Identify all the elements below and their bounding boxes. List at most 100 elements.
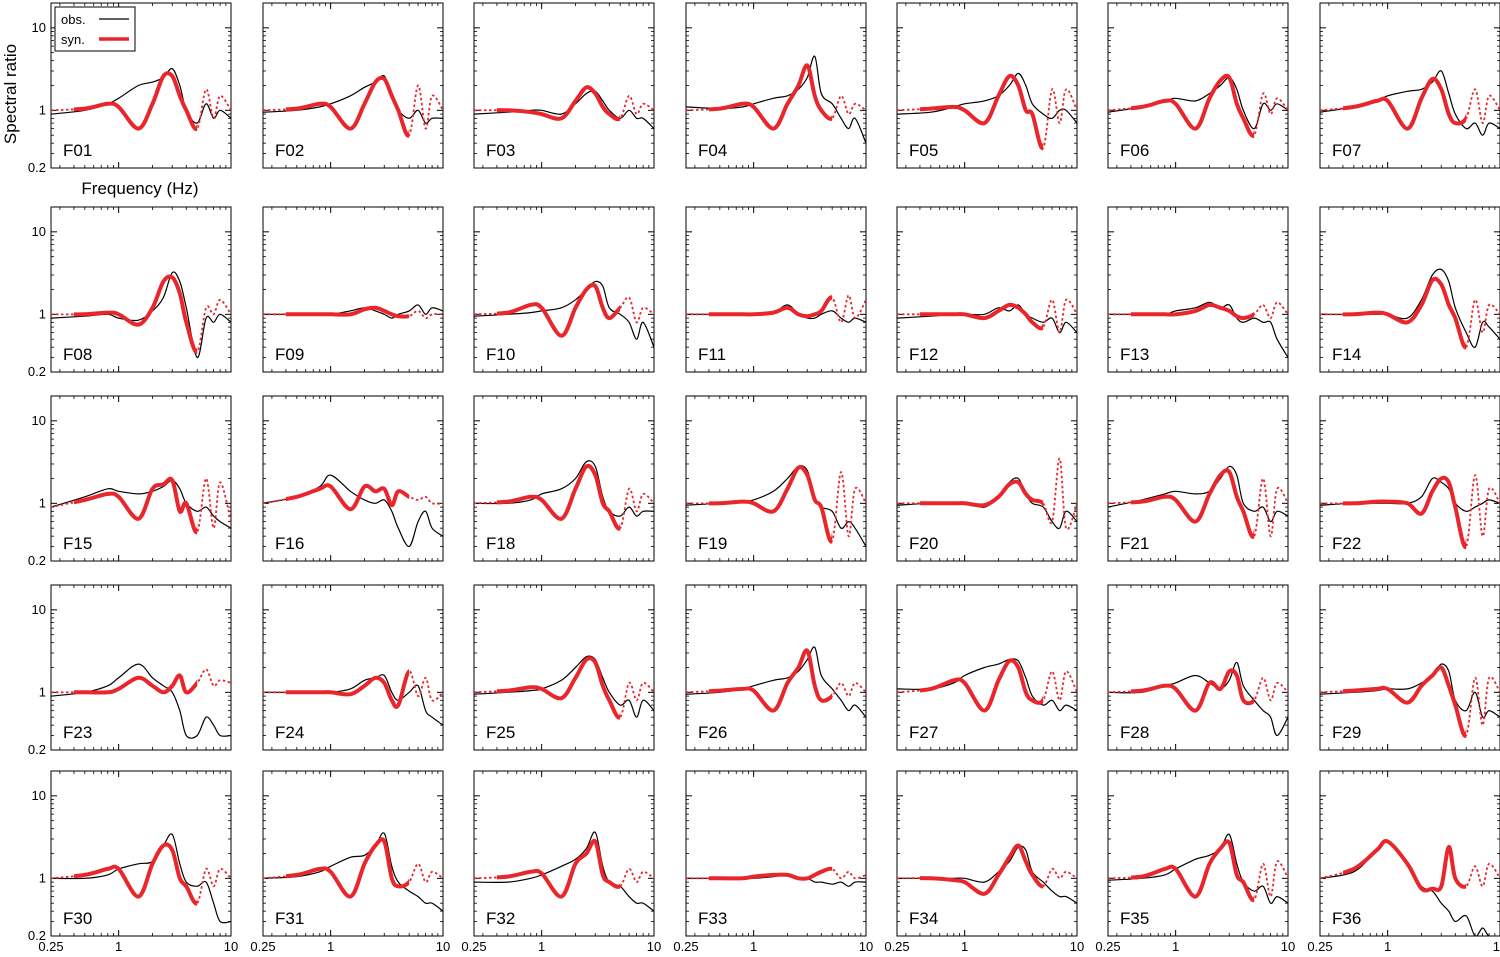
obs-series-line	[1108, 833, 1288, 905]
panel-label: F07	[1332, 141, 1361, 160]
syn-series-line	[1130, 302, 1255, 321]
syn-series-line	[708, 295, 833, 319]
syn-series-line	[285, 75, 410, 138]
syn-series-line	[708, 465, 833, 544]
obs-series-line	[51, 663, 231, 739]
x-tick-label: 0.25	[1095, 939, 1120, 954]
syn-series-line	[73, 476, 198, 535]
y-tick-label: 0.2	[28, 742, 46, 757]
panel-f16: F16	[262, 395, 444, 562]
syn-solid-group	[73, 274, 198, 354]
panel-label: F28	[1120, 723, 1149, 742]
panel-label: F23	[63, 723, 92, 742]
panel-f33: 0.25 1 10 F33	[673, 770, 873, 954]
syn-solid-group	[1342, 838, 1467, 893]
x-tick-label: 10	[1281, 939, 1295, 954]
syn-solid-group	[285, 305, 410, 319]
panel-label: F34	[909, 909, 938, 928]
syn-solid-group	[73, 673, 198, 695]
syn-solid-group	[73, 842, 198, 906]
syn-series-line	[1342, 276, 1467, 350]
x-tick-label: 0.25	[884, 939, 909, 954]
panel-label: F04	[698, 141, 727, 160]
panel-frame	[473, 2, 655, 169]
x-tick-label: 1	[961, 939, 968, 954]
panel-frame	[685, 770, 867, 937]
panel-f03: F03	[473, 2, 655, 169]
y-tick-label: 0.2	[28, 160, 46, 175]
panel-frame	[262, 770, 444, 937]
syn-series-line	[708, 866, 833, 881]
y-tick-label: 10	[32, 788, 46, 803]
x-tick-label: 0.25	[1307, 939, 1332, 954]
panel-f21: F21	[1107, 395, 1289, 562]
y-tick-label: 1	[39, 102, 46, 117]
syn-solid-group	[285, 837, 410, 899]
syn-series-line	[1130, 839, 1255, 903]
panel-frame	[1319, 770, 1500, 937]
panel-frame	[1107, 584, 1289, 751]
panel-f24: F24	[262, 584, 444, 751]
x-tick-label: 0.25	[673, 939, 698, 954]
syn-series-line	[1130, 73, 1255, 138]
syn-series-line	[919, 658, 1044, 713]
x-tick-label: 0.25	[461, 939, 486, 954]
x-tick-label: 10	[1070, 939, 1084, 954]
syn-series-line	[73, 673, 198, 695]
panel-f12: F12	[896, 206, 1078, 373]
syn-series-line	[708, 63, 833, 131]
panel-f27: F27	[896, 584, 1078, 751]
panel-frame	[896, 2, 1078, 169]
x-tick-label: 0.25	[250, 939, 275, 954]
panel-f06: F06	[1107, 2, 1289, 169]
panel-f18: F18	[473, 395, 655, 562]
syn-series-line	[496, 656, 621, 720]
obs-series-line	[51, 833, 231, 924]
syn-solid-group	[73, 71, 198, 132]
syn-series-line	[73, 842, 198, 906]
panel-f14: F14	[1319, 206, 1500, 373]
syn-solid-group	[1130, 302, 1255, 321]
panel-f10: F10	[473, 206, 655, 373]
x-tick-label: 1	[750, 939, 757, 954]
panel-label: F10	[486, 345, 515, 364]
panel-frame	[685, 206, 867, 373]
syn-series-line	[285, 483, 410, 512]
syn-solid-group	[285, 75, 410, 138]
syn-series-line	[1342, 475, 1467, 549]
syn-solid-group	[1342, 475, 1467, 549]
panel-f08: 0.2 1 10 F08	[28, 206, 232, 379]
x-tick-label: 1	[538, 939, 545, 954]
panel-frame	[896, 770, 1078, 937]
syn-series-line	[919, 843, 1044, 896]
panel-f31: 0.25 1 10 F31	[250, 770, 450, 954]
obs-series-line	[51, 271, 231, 359]
syn-solid-group	[919, 479, 1044, 508]
panel-f32: 0.25 1 10 F32	[461, 770, 661, 954]
panel-label: F03	[486, 141, 515, 160]
panel-frame	[50, 584, 232, 751]
panel-f28: F28	[1107, 584, 1289, 751]
x-tick-label: 10	[859, 939, 873, 954]
panel-label: F26	[698, 723, 727, 742]
panel-label: F35	[1120, 909, 1149, 928]
syn-solid-group	[285, 483, 410, 512]
x-tick-label: 10	[647, 939, 661, 954]
syn-solid-group	[73, 476, 198, 535]
x-tick-label: 10	[436, 939, 450, 954]
panel-label: F18	[486, 534, 515, 553]
syn-solid-group	[496, 85, 621, 122]
panel-frame	[473, 206, 655, 373]
panel-f15: 0.2 1 10 F15	[28, 395, 232, 568]
legend-obs-label: obs.	[61, 12, 86, 27]
panel-frame	[1319, 2, 1500, 169]
panel-frame	[896, 206, 1078, 373]
panel-label: F24	[275, 723, 304, 742]
panel-label: F21	[1120, 534, 1149, 553]
panel-frame	[1319, 584, 1500, 751]
x-tick-label: 1	[1172, 939, 1179, 954]
y-tick-label: 0.2	[28, 553, 46, 568]
panel-label: F31	[275, 909, 304, 928]
obs-series-line	[474, 280, 654, 348]
